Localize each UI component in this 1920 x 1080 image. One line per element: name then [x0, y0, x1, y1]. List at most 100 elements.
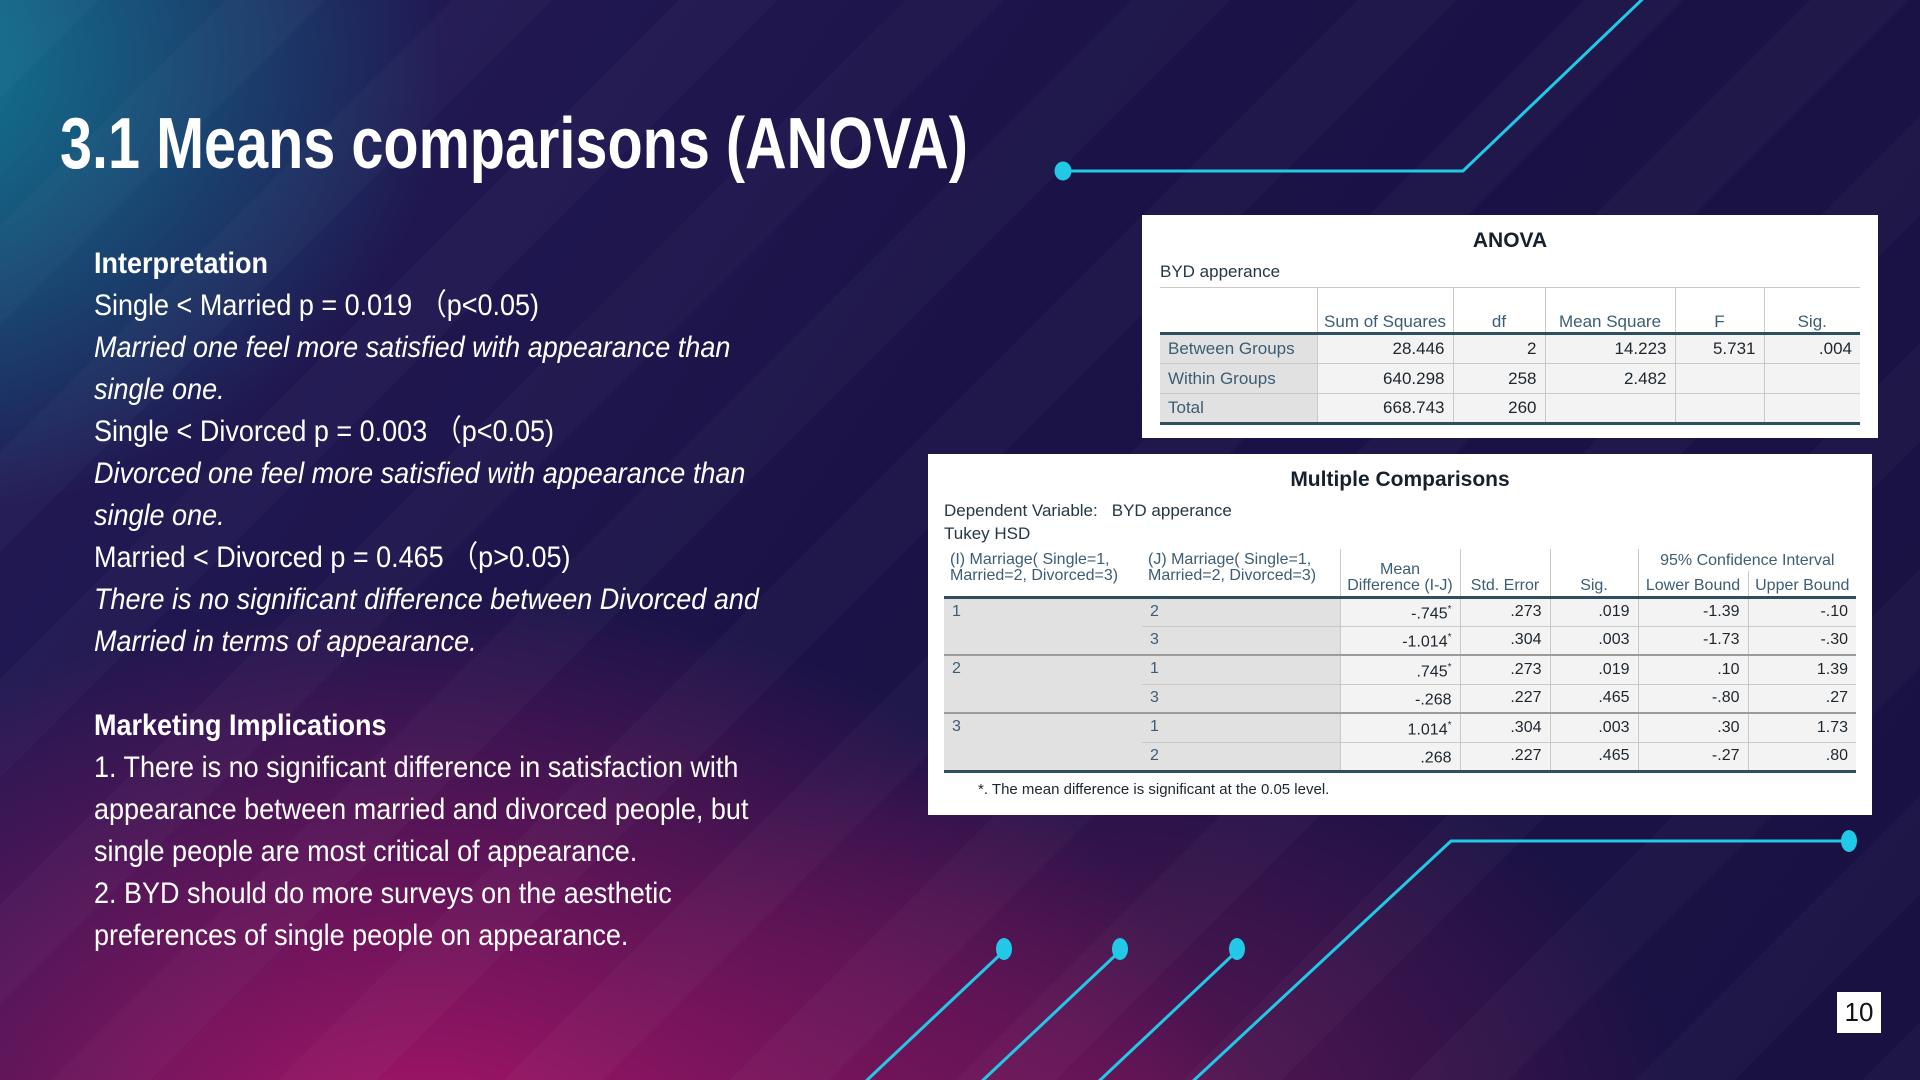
cell-upper: -.10 — [1747, 596, 1857, 626]
cell-upper: 1.39 — [1747, 654, 1857, 684]
cell-df: 2 — [1452, 333, 1545, 364]
cell-sig: .003 — [1549, 625, 1638, 655]
cell-std-error: .227 — [1459, 683, 1550, 713]
mc-row: 3 -.268 .227 .465 -.80 .27 — [944, 683, 1857, 713]
significance-star: * — [1447, 661, 1452, 673]
cell-upper: .80 — [1747, 741, 1857, 773]
cell-sig — [1763, 363, 1860, 394]
cell-j: 3 — [1142, 625, 1340, 655]
bottom-diagonal-line-2 — [980, 949, 1122, 1080]
interpretation-text-block: Interpretation Single < Married p = 0.01… — [94, 243, 868, 957]
implication-line: appearance between married and divorced … — [94, 793, 749, 826]
cell-mean-square — [1544, 393, 1675, 425]
anova-col-sum-of-squares: Sum of Squares — [1316, 287, 1453, 335]
cell-std-error: .304 — [1459, 712, 1550, 742]
cell-mean-diff: -.745* — [1339, 596, 1460, 626]
cell-df: 258 — [1452, 363, 1545, 394]
cell-mean-diff: -1.014* — [1339, 625, 1460, 655]
stat-conclusion: single one. — [94, 373, 225, 406]
mc-col-upper-bound: Upper Bound — [1747, 571, 1857, 599]
stat-conclusion: Married in terms of appearance. — [94, 625, 477, 658]
mc-col-std-error: Std. Error — [1459, 549, 1550, 599]
stat-line: Single < Divorced p = 0.003 （p<0.05) — [94, 415, 555, 448]
diagonal-dot-3 — [1229, 938, 1245, 960]
implication-line: 2. BYD should do more surveys on the aes… — [94, 877, 672, 910]
cell-sig: .465 — [1549, 683, 1638, 713]
cell-j: 2 — [1142, 741, 1340, 773]
cell-i: 2 — [944, 654, 1142, 713]
anova-col-df: df — [1452, 287, 1545, 335]
bottom-right-elbow-line — [1192, 839, 1849, 1080]
cell-i: 1 — [944, 596, 1142, 655]
page-number: 10 — [1837, 992, 1881, 1033]
cell-lower: .10 — [1637, 654, 1748, 684]
cell-sum-sq: 668.743 — [1316, 393, 1453, 425]
cell-upper: -.30 — [1747, 625, 1857, 655]
top-right-elbow-line — [1063, 0, 1644, 173]
cell-lower: -.80 — [1637, 683, 1748, 713]
mc-col-ci-group: 95% Confidence Interval — [1637, 549, 1857, 571]
anova-table-title: ANOVA — [1472, 229, 1548, 252]
anova-row-within-groups: Within Groups 640.298 258 2.482 — [1160, 363, 1860, 394]
significance-star: * — [1447, 603, 1452, 615]
cell-lower: -.27 — [1637, 741, 1748, 773]
mc-table-title: Multiple Comparisons — [1290, 468, 1510, 491]
cell-lower: -1.39 — [1637, 596, 1748, 626]
anova-output-panel: ANOVA BYD apperance Sum of Squares df Me… — [1142, 215, 1878, 438]
implication-line: single people are most critical of appea… — [94, 835, 638, 868]
stat-conclusion: Married one feel more satisfied with app… — [94, 331, 731, 364]
dependent-variable-value: BYD apperance — [1111, 501, 1232, 520]
anova-col-mean-square: Mean Square — [1544, 287, 1675, 335]
cell-j: 1 — [1142, 654, 1340, 684]
multiple-comparisons-panel: Multiple Comparisons Dependent Variable:… — [928, 454, 1872, 815]
bottom-diagonal-line-3 — [1097, 949, 1239, 1080]
mc-row: 2 1 .745* .273 .019 .10 1.39 — [944, 654, 1857, 713]
cell-j: 1 — [1142, 712, 1340, 742]
stat-conclusion: There is no significant difference betwe… — [94, 583, 759, 616]
diagonal-dot-1 — [996, 938, 1012, 960]
cell-sum-sq: 640.298 — [1316, 363, 1453, 394]
stat-line: Single < Married p = 0.019 （p<0.05) — [94, 289, 540, 322]
cell-std-error: .273 — [1459, 654, 1550, 684]
cell-j: 3 — [1142, 683, 1340, 713]
interpretation-heading: Interpretation — [94, 247, 269, 280]
row-label: Total — [1160, 393, 1317, 425]
cell-lower: .30 — [1637, 712, 1748, 742]
cell-mean-diff: -.268 — [1339, 683, 1460, 713]
mc-row: 3 1 1.014* .304 .003 .30 1.73 — [944, 712, 1857, 773]
mc-dependent-variable: Dependent Variable: BYD apperance — [944, 501, 1856, 521]
mc-col-mean-difference: Mean Difference (I-J) — [1339, 549, 1460, 599]
anova-caption: BYD apperance — [1160, 262, 1281, 281]
title-line-dot — [1054, 161, 1072, 181]
mc-col-i-marriage: (I) Marriage( Single=1, Married=2, Divor… — [944, 549, 1142, 599]
cell-upper: 1.73 — [1747, 712, 1857, 742]
cell-sig: .019 — [1549, 654, 1638, 684]
cell-sig — [1763, 393, 1860, 425]
cell-sig: .003 — [1549, 712, 1638, 742]
bottom-line-dot — [1841, 830, 1857, 852]
mc-row: 2 .268 .227 .465 -.27 .80 — [944, 741, 1857, 773]
cell-j: 2 — [1142, 596, 1340, 626]
anova-col-blank — [1160, 287, 1317, 335]
slide-title: 3.1 Means comparisons (ANOVA) — [60, 104, 968, 184]
cell-std-error: .227 — [1459, 741, 1550, 773]
mc-footnote: *. The mean difference is significant at… — [978, 780, 1330, 798]
mc-col-sig: Sig. — [1549, 549, 1638, 599]
anova-row-total: Total 668.743 260 — [1160, 393, 1860, 425]
cell-std-error: .304 — [1459, 625, 1550, 655]
cell-mean-square: 2.482 — [1544, 363, 1675, 394]
anova-row-between-groups: Between Groups 28.446 2 14.223 5.731 .00… — [1160, 333, 1860, 364]
marketing-implications-heading: Marketing Implications — [94, 709, 387, 742]
cell-mean-diff: .745* — [1339, 654, 1460, 684]
cell-sig: .019 — [1549, 596, 1638, 626]
row-label: Within Groups — [1160, 363, 1317, 394]
cell-df: 260 — [1452, 393, 1545, 425]
cell-f — [1674, 393, 1764, 425]
mc-row: 1 2 -.745* .273 .019 -1.39 -.10 — [944, 596, 1857, 655]
anova-col-sig: Sig. — [1763, 287, 1860, 335]
cell-sum-sq: 28.446 — [1316, 333, 1453, 364]
mc-col-lower-bound: Lower Bound — [1637, 571, 1748, 599]
cell-std-error: .273 — [1459, 596, 1550, 626]
